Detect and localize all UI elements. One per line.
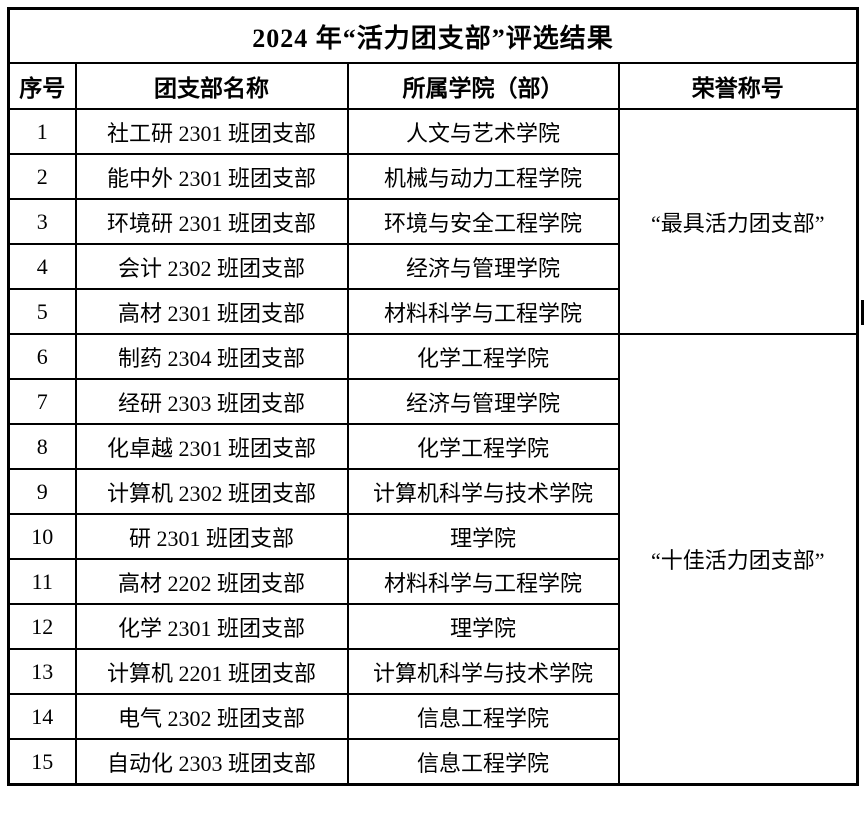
branch-name-cell: 能中外 2301 班团支部: [74, 153, 349, 200]
college-cell: 材料科学与工程学院: [346, 288, 620, 335]
college-cell: 化学工程学院: [346, 423, 620, 470]
row-number-cell: 7: [7, 378, 77, 425]
row-number-cell: 12: [7, 603, 77, 650]
college-cell: 经济与管理学院: [346, 378, 620, 425]
row-number-cell: 6: [7, 333, 77, 380]
row-number-cell: 10: [7, 513, 77, 560]
table-row: 7 经研 2303 班团支部 经济与管理学院: [7, 378, 858, 425]
branch-name-cell: 环境研 2301 班团支部: [74, 198, 349, 245]
row-number-cell: 5: [7, 288, 77, 335]
row-number-cell: 11: [7, 558, 77, 605]
college-cell: 计算机科学与技术学院: [346, 648, 620, 695]
table-row: 5 高材 2301 班团支部 材料科学与工程学院: [7, 288, 858, 335]
college-cell: 计算机科学与技术学院: [346, 468, 620, 515]
branch-name-cell: 化学 2301 班团支部: [74, 603, 349, 650]
table-row: 11 高材 2202 班团支部 材料科学与工程学院: [7, 558, 858, 605]
college-cell: 理学院: [346, 513, 620, 560]
column-header-branch: 团支部名称: [74, 62, 349, 110]
column-header-number: 序号: [7, 62, 77, 110]
branch-name-cell: 计算机 2302 班团支部: [74, 468, 349, 515]
college-cell: 环境与安全工程学院: [346, 198, 620, 245]
honor-title-cell: “十佳活力团支部”: [617, 333, 859, 786]
branch-name-cell: 会计 2302 班团支部: [74, 243, 349, 290]
branch-name-cell: 社工研 2301 班团支部: [74, 108, 349, 155]
table-row: 8 化卓越 2301 班团支部 化学工程学院: [7, 423, 858, 470]
branch-name-cell: 自动化 2303 班团支部: [74, 738, 349, 786]
column-header-honor: 荣誉称号: [617, 62, 859, 110]
honor-title-cell: “最具活力团支部”: [617, 108, 859, 335]
row-number-cell: 13: [7, 648, 77, 695]
row-number-cell: 3: [7, 198, 77, 245]
table-row: 9 计算机 2302 班团支部 计算机科学与技术学院: [7, 468, 858, 515]
branch-name-cell: 高材 2301 班团支部: [74, 288, 349, 335]
row-number-cell: 14: [7, 693, 77, 740]
college-cell: 人文与艺术学院: [346, 108, 620, 155]
row-number-cell: 8: [7, 423, 77, 470]
branch-name-cell: 研 2301 班团支部: [74, 513, 349, 560]
results-table: 2024 年“活力团支部”评选结果 序号 团支部名称 所属学院（部） 荣誉称号 …: [7, 7, 860, 786]
title-row: 2024 年“活力团支部”评选结果: [7, 7, 859, 64]
college-cell: 化学工程学院: [346, 333, 620, 380]
row-number-cell: 15: [7, 738, 77, 786]
branch-name-cell: 化卓越 2301 班团支部: [74, 423, 349, 470]
table-row: 15 自动化 2303 班团支部 信息工程学院: [7, 738, 858, 786]
table-row: 3 环境研 2301 班团支部 环境与安全工程学院: [7, 198, 858, 245]
table-row: 2 能中外 2301 班团支部 机械与动力工程学院: [7, 153, 858, 200]
column-header-college: 所属学院（部）: [346, 62, 620, 110]
branch-name-cell: 制药 2304 班团支部: [74, 333, 349, 380]
branch-name-cell: 电气 2302 班团支部: [74, 693, 349, 740]
college-cell: 经济与管理学院: [346, 243, 620, 290]
branch-name-cell: 计算机 2201 班团支部: [74, 648, 349, 695]
header-row: 序号 团支部名称 所属学院（部） 荣誉称号: [7, 62, 859, 110]
college-cell: 材料科学与工程学院: [346, 558, 620, 605]
branch-name-cell: 高材 2202 班团支部: [74, 558, 349, 605]
table-title: 2024 年“活力团支部”评选结果: [7, 7, 859, 64]
college-cell: 机械与动力工程学院: [346, 153, 620, 200]
row-number-cell: 4: [7, 243, 77, 290]
row-number-cell: 9: [7, 468, 77, 515]
branch-name-cell: 经研 2303 班团支部: [74, 378, 349, 425]
row-number-cell: 2: [7, 153, 77, 200]
college-cell: 理学院: [346, 603, 620, 650]
scrollbar-thumb[interactable]: [861, 300, 864, 325]
table-row: 13 计算机 2201 班团支部 计算机科学与技术学院: [7, 648, 858, 695]
table-row: 14 电气 2302 班团支部 信息工程学院: [7, 693, 858, 740]
table-row: 6 制药 2304 班团支部 化学工程学院 “十佳活力团支部”: [7, 333, 859, 786]
college-cell: 信息工程学院: [346, 693, 620, 740]
table-row: 1 社工研 2301 班团支部 人文与艺术学院 “最具活力团支部”: [7, 108, 859, 335]
table-row: 12 化学 2301 班团支部 理学院: [7, 603, 858, 650]
row-number-cell: 1: [7, 108, 77, 155]
college-cell: 信息工程学院: [346, 738, 620, 786]
table-row: 4 会计 2302 班团支部 经济与管理学院: [7, 243, 858, 290]
table-body: 1 社工研 2301 班团支部 人文与艺术学院 “最具活力团支部” 2 能中外 2301 …: [7, 108, 859, 786]
table-row: 10 研 2301 班团支部 理学院: [7, 513, 858, 560]
